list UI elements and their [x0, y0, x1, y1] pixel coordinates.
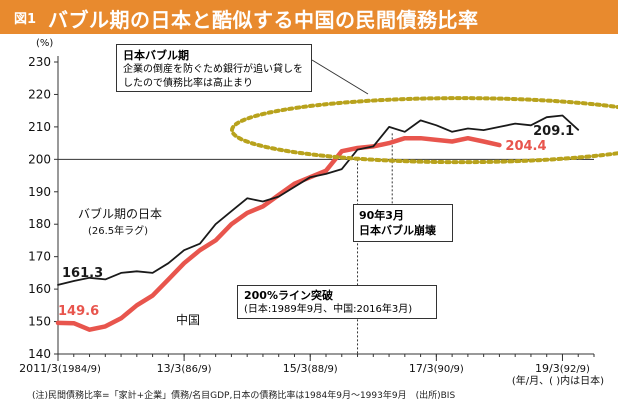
y-tick-label: 230	[28, 55, 51, 69]
figure-number: 図1	[14, 12, 37, 27]
crash-callout: 90年3月 日本バブル崩壊	[353, 204, 453, 242]
japan-series-label: バブル期の日本	[78, 206, 162, 221]
japan-start-value: 161.3	[62, 266, 103, 281]
series-lines	[55, 114, 580, 332]
china-series-line	[55, 135, 502, 332]
line200-callout-text: (日本:1989年9月、中国:2016年3月)	[244, 304, 413, 315]
china-series-label: 中国	[176, 312, 200, 327]
data-labels: 161.3 209.1 149.6 204.4	[58, 124, 574, 319]
y-tick-label: 210	[28, 120, 51, 134]
japan-series-lag-label: (26.5年ラグ)	[88, 224, 148, 237]
y-tick-label: 200	[28, 152, 51, 166]
bubble-period-highlight	[230, 96, 618, 165]
japan-end-value: 209.1	[533, 124, 574, 139]
x-tick-label: 19/3(92/9)	[535, 362, 590, 375]
bubble-period-ellipse	[230, 59, 618, 165]
y-tick-label: 140	[28, 347, 51, 361]
x-tick-label: 17/3(90/9)	[409, 362, 464, 375]
china-end-value: 204.4	[505, 139, 546, 154]
china-start-value: 149.6	[58, 304, 99, 319]
x-tick-label: 2011/3(1984/9)	[19, 362, 101, 375]
axes: 140 150 160 170 180 190 200 210 220 230 2011/3(198…	[19, 55, 595, 375]
y-tick-label: 160	[28, 282, 51, 296]
x-tick-label: 13/3(86/9)	[157, 362, 212, 375]
title-bar: 図1 バブル期の日本と酷似する中国の民間債務比率	[0, 0, 618, 34]
callout-leader	[311, 59, 369, 95]
x-tick-label: 15/3(88/9)	[283, 362, 338, 375]
bubble-callout: 日本バブル期 企業の倒産を防ぐため銀行が追い貸しを したので債務比率は高止まり	[116, 44, 312, 92]
y-axis-unit: (%)	[36, 38, 53, 49]
y-tick-label: 190	[28, 185, 51, 199]
chart-title: バブル期の日本と酷似する中国の民間債務比率	[48, 8, 479, 32]
line200-callout-heading: 200%ライン突破	[244, 289, 333, 302]
footnote: (注)民間債務比率=「家計+企業」債務/名目GDP,日本の債務比率は1984年9…	[32, 391, 456, 401]
line-chart: 140 150 160 170 180 190 200 210 220 230 2011/3(198…	[19, 38, 618, 387]
y-tick-label: 220	[28, 87, 51, 101]
japan-series-line	[57, 114, 580, 286]
y-tick-label: 180	[28, 217, 51, 231]
y-tick-label: 150	[28, 315, 51, 329]
y-tick-label: 170	[28, 250, 51, 264]
line200-callout: 200%ライン突破 (日本:1989年9月、中国:2016年3月)	[237, 285, 437, 319]
bubble-callout-text: 企業の倒産を防ぐため銀行が追い貸しを したので債務比率は高止まり	[123, 64, 303, 89]
bubble-callout-heading: 日本バブル期	[123, 49, 189, 62]
reference-lines	[58, 133, 594, 354]
x-axis-unit: (年/月、( )内は日本)	[512, 374, 604, 387]
